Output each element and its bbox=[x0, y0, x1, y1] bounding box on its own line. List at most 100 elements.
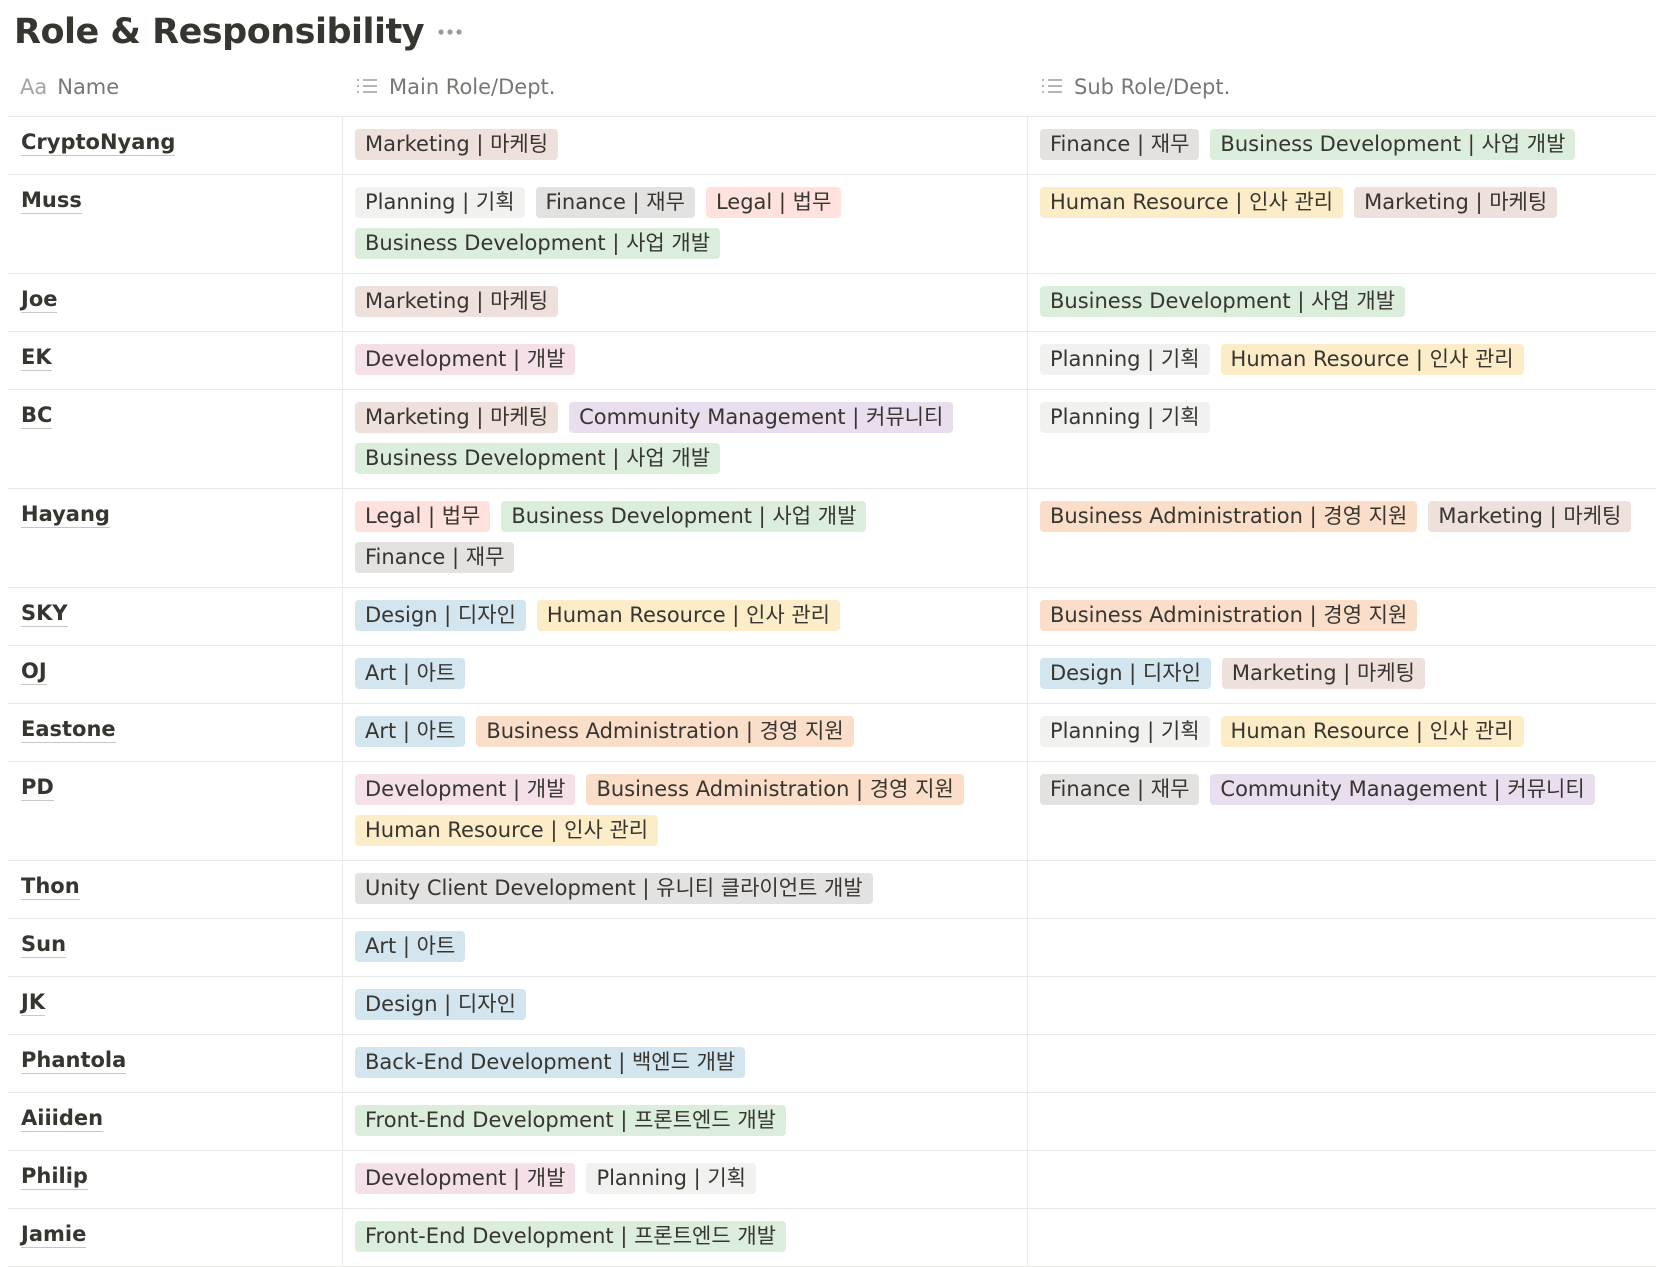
sub-cell[interactable]: Finance | 재무 Business Development | 사업 개발 bbox=[1028, 117, 1656, 174]
sub-cell[interactable]: Planning | 기획 Human Resource | 인사 관리 bbox=[1028, 704, 1656, 761]
name-cell[interactable]: Thon bbox=[8, 861, 343, 918]
row-name[interactable]: CryptoNyang bbox=[21, 130, 176, 156]
table-row[interactable]: Sun Art | 아트 bbox=[8, 919, 1656, 977]
main-cell[interactable]: Art | 아트 Business Administration | 경영 지원 bbox=[343, 704, 1028, 761]
tag: Marketing | 마케팅 bbox=[355, 402, 559, 433]
tag: Marketing | 마케팅 bbox=[1221, 658, 1425, 689]
name-cell[interactable]: JK bbox=[8, 977, 343, 1034]
main-cell[interactable]: Marketing | 마케팅 bbox=[343, 117, 1028, 174]
row-name[interactable]: Muss bbox=[21, 188, 82, 214]
row-name[interactable]: Thon bbox=[21, 874, 80, 900]
table-row[interactable]: BC Marketing | 마케팅 Community Management | … bbox=[8, 390, 1656, 489]
row-name[interactable]: Aiiiden bbox=[21, 1106, 104, 1132]
table-row[interactable]: OJ Art | 아트 Design | 디자인 Marketing | 마케팅 bbox=[8, 646, 1656, 704]
main-cell[interactable]: Front-End Development | 프론트엔드 개발 bbox=[343, 1209, 1028, 1266]
name-cell[interactable]: Aiiiden bbox=[8, 1093, 343, 1150]
row-name[interactable]: OJ bbox=[21, 659, 47, 685]
tag: Art | 아트 bbox=[355, 716, 466, 747]
tag: Human Resource | 인사 관리 bbox=[1220, 344, 1524, 375]
table-row[interactable]: CryptoNyang Marketing | 마케팅 Finance | 재무 Bu… bbox=[8, 117, 1656, 175]
row-name[interactable]: Philip bbox=[21, 1164, 88, 1190]
table-row[interactable]: Joe Marketing | 마케팅 Business Development |… bbox=[8, 274, 1656, 332]
row-name[interactable]: Joe bbox=[21, 287, 58, 313]
name-cell[interactable]: BC bbox=[8, 390, 343, 488]
row-name[interactable]: Hayang bbox=[21, 502, 110, 528]
main-cell[interactable]: Development | 개발 Planning | 기획 bbox=[343, 1151, 1028, 1208]
row-name[interactable]: SKY bbox=[21, 601, 68, 627]
table-row[interactable]: Eastone Art | 아트 Business Administration |… bbox=[8, 704, 1656, 762]
row-name[interactable]: Phantola bbox=[21, 1048, 127, 1074]
name-cell[interactable]: Philip bbox=[8, 1151, 343, 1208]
row-name[interactable]: EK bbox=[21, 345, 52, 371]
tag: Design | 디자인 bbox=[355, 989, 526, 1020]
name-cell[interactable]: CryptoNyang bbox=[8, 117, 343, 174]
sub-cell[interactable] bbox=[1028, 977, 1656, 1034]
header-cell[interactable]: Aa Name bbox=[8, 64, 343, 116]
main-cell[interactable]: Marketing | 마케팅 Community Management | 커뮤… bbox=[343, 390, 1028, 488]
tag: Development | 개발 bbox=[355, 1163, 576, 1194]
row-name[interactable]: JK bbox=[21, 990, 46, 1016]
header-cell[interactable]: Sub Role/Dept. bbox=[1028, 64, 1656, 116]
main-cell[interactable]: Legal | 법무 Business Development | 사업 개발 Fi… bbox=[343, 489, 1028, 587]
tag: Human Resource | 인사 관리 bbox=[536, 600, 841, 631]
sub-cell[interactable]: Planning | 기획 bbox=[1028, 390, 1656, 488]
name-cell[interactable]: Joe bbox=[8, 274, 343, 331]
table-row[interactable]: PD Development | 개발 Business Administratio… bbox=[8, 762, 1656, 861]
main-cell[interactable]: Art | 아트 bbox=[343, 919, 1028, 976]
main-cell[interactable]: Design | 디자인 Human Resource | 인사 관리 bbox=[343, 588, 1028, 645]
sub-cell[interactable] bbox=[1028, 1209, 1656, 1266]
main-cell[interactable]: Development | 개발 bbox=[343, 332, 1028, 389]
tag: Unity Client Development | 유니티 클라이언트 개발 bbox=[355, 873, 873, 904]
main-cell[interactable]: Development | 개발 Business Administration … bbox=[343, 762, 1028, 860]
sub-cell[interactable]: Planning | 기획 Human Resource | 인사 관리 bbox=[1028, 332, 1656, 389]
name-cell[interactable]: Phantola bbox=[8, 1035, 343, 1092]
name-cell[interactable]: PD bbox=[8, 762, 343, 860]
row-name[interactable]: PD bbox=[21, 775, 54, 801]
sub-cell[interactable]: Human Resource | 인사 관리 Marketing | 마케팅 bbox=[1028, 175, 1656, 273]
main-cell[interactable]: Art | 아트 bbox=[343, 646, 1028, 703]
sub-cell[interactable] bbox=[1028, 1151, 1656, 1208]
tag-list: Business Administration | 경영 지원 Marketing… bbox=[1040, 501, 1646, 532]
table-row[interactable]: SKY Design | 디자인 Human Resource | 인사 관리 Bus… bbox=[8, 588, 1656, 646]
sub-cell[interactable]: Finance | 재무 Community Management | 커뮤니티 bbox=[1028, 762, 1656, 860]
table-row[interactable]: Phantola Back-End Development | 백엔드 개발 bbox=[8, 1035, 1656, 1093]
row-name[interactable]: Jamie bbox=[21, 1222, 87, 1248]
row-name[interactable]: BC bbox=[21, 403, 53, 429]
sub-cell[interactable] bbox=[1028, 1093, 1656, 1150]
name-cell[interactable]: OJ bbox=[8, 646, 343, 703]
more-icon[interactable] bbox=[438, 28, 462, 36]
table-row[interactable]: Jamie Front-End Development | 프론트엔드 개발 bbox=[8, 1209, 1656, 1267]
row-name[interactable]: Sun bbox=[21, 932, 67, 958]
name-cell[interactable]: Jamie bbox=[8, 1209, 343, 1266]
table-row[interactable]: Philip Development | 개발 Planning | 기획 bbox=[8, 1151, 1656, 1209]
name-cell[interactable]: Hayang bbox=[8, 489, 343, 587]
row-name[interactable]: Eastone bbox=[21, 717, 116, 743]
table-row[interactable]: Thon Unity Client Development | 유니티 클라이언트… bbox=[8, 861, 1656, 919]
table-row[interactable]: EK Development | 개발 Planning | 기획 Human Res… bbox=[8, 332, 1656, 390]
main-cell[interactable]: Marketing | 마케팅 bbox=[343, 274, 1028, 331]
name-cell[interactable]: SKY bbox=[8, 588, 343, 645]
table-row[interactable]: JK Design | 디자인 bbox=[8, 977, 1656, 1035]
main-cell[interactable]: Planning | 기획 Finance | 재무 Legal | 법무 Busin… bbox=[343, 175, 1028, 273]
table-row[interactable]: Hayang Legal | 법무 Business Development | 사… bbox=[8, 489, 1656, 588]
name-cell[interactable]: Muss bbox=[8, 175, 343, 273]
sub-cell[interactable] bbox=[1028, 1035, 1656, 1092]
name-cell[interactable]: Sun bbox=[8, 919, 343, 976]
table-row[interactable]: Muss Planning | 기획 Finance | 재무 Legal | 법무 B… bbox=[8, 175, 1656, 274]
header-cell[interactable]: Main Role/Dept. bbox=[343, 64, 1028, 116]
sub-cell[interactable] bbox=[1028, 919, 1656, 976]
table-row[interactable]: Aiiiden Front-End Development | 프론트엔드 개발 bbox=[8, 1093, 1656, 1151]
sub-cell[interactable]: Business Development | 사업 개발 bbox=[1028, 274, 1656, 331]
tag-list: Art | 아트 Business Administration | 경영 지원 bbox=[355, 716, 1017, 747]
sub-cell[interactable]: Business Administration | 경영 지원 bbox=[1028, 588, 1656, 645]
main-cell[interactable]: Design | 디자인 bbox=[343, 977, 1028, 1034]
main-cell[interactable]: Unity Client Development | 유니티 클라이언트 개발 bbox=[343, 861, 1028, 918]
sub-cell[interactable] bbox=[1028, 861, 1656, 918]
tag-list: Design | 디자인 Human Resource | 인사 관리 bbox=[355, 600, 1017, 631]
main-cell[interactable]: Back-End Development | 백엔드 개발 bbox=[343, 1035, 1028, 1092]
main-cell[interactable]: Front-End Development | 프론트엔드 개발 bbox=[343, 1093, 1028, 1150]
sub-cell[interactable]: Design | 디자인 Marketing | 마케팅 bbox=[1028, 646, 1656, 703]
sub-cell[interactable]: Business Administration | 경영 지원 Marketing… bbox=[1028, 489, 1656, 587]
name-cell[interactable]: EK bbox=[8, 332, 343, 389]
name-cell[interactable]: Eastone bbox=[8, 704, 343, 761]
